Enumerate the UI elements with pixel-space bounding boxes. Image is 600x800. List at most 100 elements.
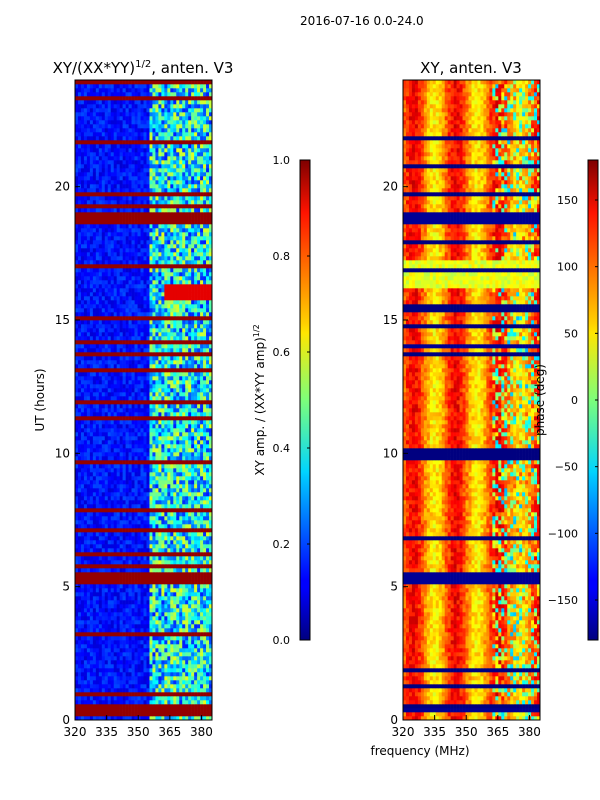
heatmap-cell [200, 512, 204, 517]
heatmap-cell [101, 608, 106, 613]
heatmap-cell [131, 584, 135, 589]
heatmap-cell [164, 576, 168, 581]
heatmap-cell [170, 508, 174, 513]
heatmap-cell [95, 416, 100, 421]
heatmap-cell [125, 404, 129, 409]
heatmap-cell [149, 388, 153, 393]
heatmap-cell [113, 544, 117, 549]
heatmap-cell [75, 672, 79, 677]
heatmap-cell [110, 288, 115, 293]
heatmap-cell [122, 372, 126, 377]
heatmap-cell [203, 520, 207, 525]
heatmap-cell [191, 436, 195, 441]
heatmap-cell [149, 492, 153, 497]
heatmap-cell [176, 480, 180, 485]
heatmap-cell [113, 548, 117, 553]
heatmap-cell [179, 304, 183, 309]
heatmap-cell [179, 636, 183, 641]
heatmap-cell [128, 616, 132, 621]
heatmap-cell [170, 324, 174, 329]
heatmap-cell [92, 604, 97, 609]
heatmap-cell [176, 576, 180, 581]
heatmap-cell [98, 412, 103, 417]
heatmap-cell [113, 580, 117, 585]
heatmap-cell [83, 520, 88, 525]
heatmap-cell [164, 340, 168, 345]
heatmap-cell [113, 668, 117, 673]
heatmap-cell [110, 528, 115, 533]
heatmap-cell [77, 508, 82, 513]
heatmap-cell [185, 352, 189, 357]
heatmap-cell [95, 336, 100, 341]
heatmap-cell [101, 464, 106, 469]
heatmap-cell [131, 416, 135, 421]
heatmap-cell [197, 508, 201, 513]
heatmap-cell [128, 532, 132, 537]
heatmap-cell [167, 544, 171, 549]
heatmap-cell [122, 316, 126, 321]
heatmap-cell [86, 336, 91, 341]
heatmap-cell [110, 696, 115, 701]
heatmap-cell [104, 344, 109, 349]
heatmap-cell [146, 664, 150, 669]
heatmap-cell [128, 324, 132, 329]
heatmap-cell [158, 656, 162, 661]
heatmap-cell [134, 324, 138, 329]
heatmap-cell [194, 296, 198, 301]
heatmap-cell [143, 472, 147, 477]
heatmap-cell [167, 340, 171, 345]
heatmap-cell [149, 608, 153, 613]
heatmap-cell [125, 388, 129, 393]
heatmap-cell [164, 684, 168, 689]
heatmap-cell [104, 680, 109, 685]
heatmap-cell [158, 488, 162, 493]
heatmap-cell [140, 556, 144, 561]
heatmap-cell [107, 540, 112, 545]
heatmap-cell [191, 612, 195, 617]
heatmap-cell [182, 588, 186, 593]
heatmap-cell [110, 592, 115, 597]
heatmap-cell [75, 536, 79, 541]
heatmap-cell [128, 628, 132, 633]
heatmap-cell [152, 548, 156, 553]
heatmap-cell [75, 640, 79, 645]
heatmap-cell [80, 460, 85, 465]
heatmap-cell [104, 376, 109, 381]
heatmap-cell [140, 436, 144, 441]
heatmap-cell [75, 576, 79, 581]
heatmap-cell [173, 704, 177, 709]
heatmap-cell [140, 668, 144, 673]
heatmap-cell [179, 428, 183, 433]
heatmap-cell [113, 460, 117, 465]
heatmap-cell [131, 432, 135, 437]
heatmap-cell [182, 424, 186, 429]
heatmap-cell [191, 628, 195, 633]
heatmap-cell [191, 716, 195, 720]
heatmap-cell [89, 292, 94, 297]
heatmap-cell [95, 700, 100, 705]
heatmap-cell [194, 580, 198, 585]
heatmap-cell [191, 416, 195, 421]
heatmap-cell [107, 488, 112, 493]
heatmap-cell [161, 588, 165, 593]
heatmap-cell [86, 300, 91, 305]
heatmap-cell [131, 716, 135, 720]
heatmap-cell [149, 488, 153, 493]
heatmap-cell [185, 556, 189, 561]
heatmap-cell [131, 708, 135, 713]
heatmap-cell [98, 648, 103, 653]
heatmap-cell [113, 592, 117, 597]
heatmap-cell [77, 336, 82, 341]
heatmap-cell [92, 524, 97, 529]
heatmap-cell [149, 568, 153, 573]
heatmap-cell [209, 524, 212, 529]
heatmap-cell [92, 444, 97, 449]
heatmap-cell [86, 716, 91, 720]
heatmap-cell [116, 676, 120, 681]
heatmap-cell [116, 488, 120, 493]
heatmap-cell [170, 328, 174, 333]
heatmap-cell [75, 696, 79, 701]
heatmap-cell [125, 376, 129, 381]
heatmap-cell [110, 316, 115, 321]
heatmap-cell [122, 508, 126, 513]
